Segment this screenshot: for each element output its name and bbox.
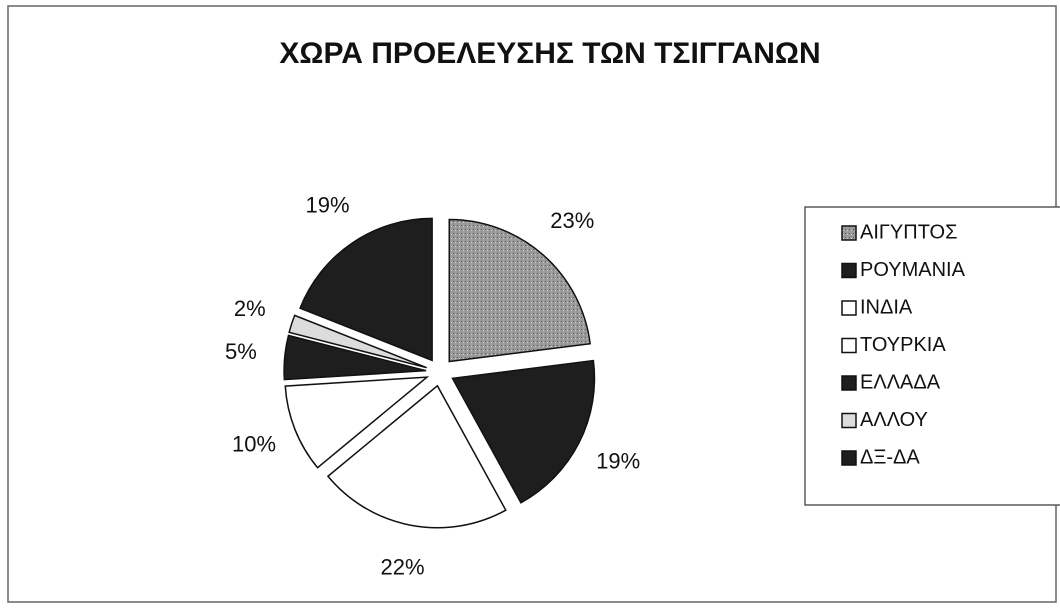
legend-swatch — [841, 337, 857, 354]
chart-title: ΧΩΡΑ ΠΡΟΕΛΕΥΣΗΣ ΤΩΝ ΤΣΙΓΓΑΝΩΝ — [279, 37, 820, 70]
pie-slice — [451, 359, 596, 504]
legend-label: ΙΝΔΙΑ — [860, 296, 913, 318]
legend-swatch — [841, 412, 857, 429]
legend-swatch — [841, 300, 857, 316]
legend-swatch — [841, 225, 857, 241]
data-label: 22% — [381, 554, 425, 579]
pie-slice — [448, 218, 591, 363]
legend-label: ΕΛΛΑΔΑ — [860, 371, 941, 393]
pie-slice — [299, 217, 433, 362]
legend-label: ΤΟΥΡΚΙΑ — [860, 334, 946, 356]
data-label: 19% — [596, 449, 640, 474]
data-label: 5% — [225, 339, 257, 364]
legend-label: ΔΞ-ΔΑ — [860, 446, 920, 468]
legend-swatch — [841, 375, 857, 391]
data-label: 19% — [306, 192, 350, 217]
legend-swatch — [841, 450, 857, 466]
data-label: 2% — [234, 296, 266, 321]
data-label: 23% — [550, 208, 594, 233]
legend-label: ΑΛΛΟΥ — [860, 409, 928, 431]
pie-slice — [283, 334, 427, 381]
pie-slice — [326, 384, 507, 529]
pie-slice — [288, 314, 427, 369]
legend-swatch — [841, 262, 857, 279]
legend-label: ΑΙΓΥΠΤΟΣ — [860, 221, 957, 243]
legend-label: ΡΟΥΜΑΝΙΑ — [860, 259, 966, 281]
pie-slice — [284, 376, 430, 469]
data-label: 10% — [232, 431, 276, 456]
